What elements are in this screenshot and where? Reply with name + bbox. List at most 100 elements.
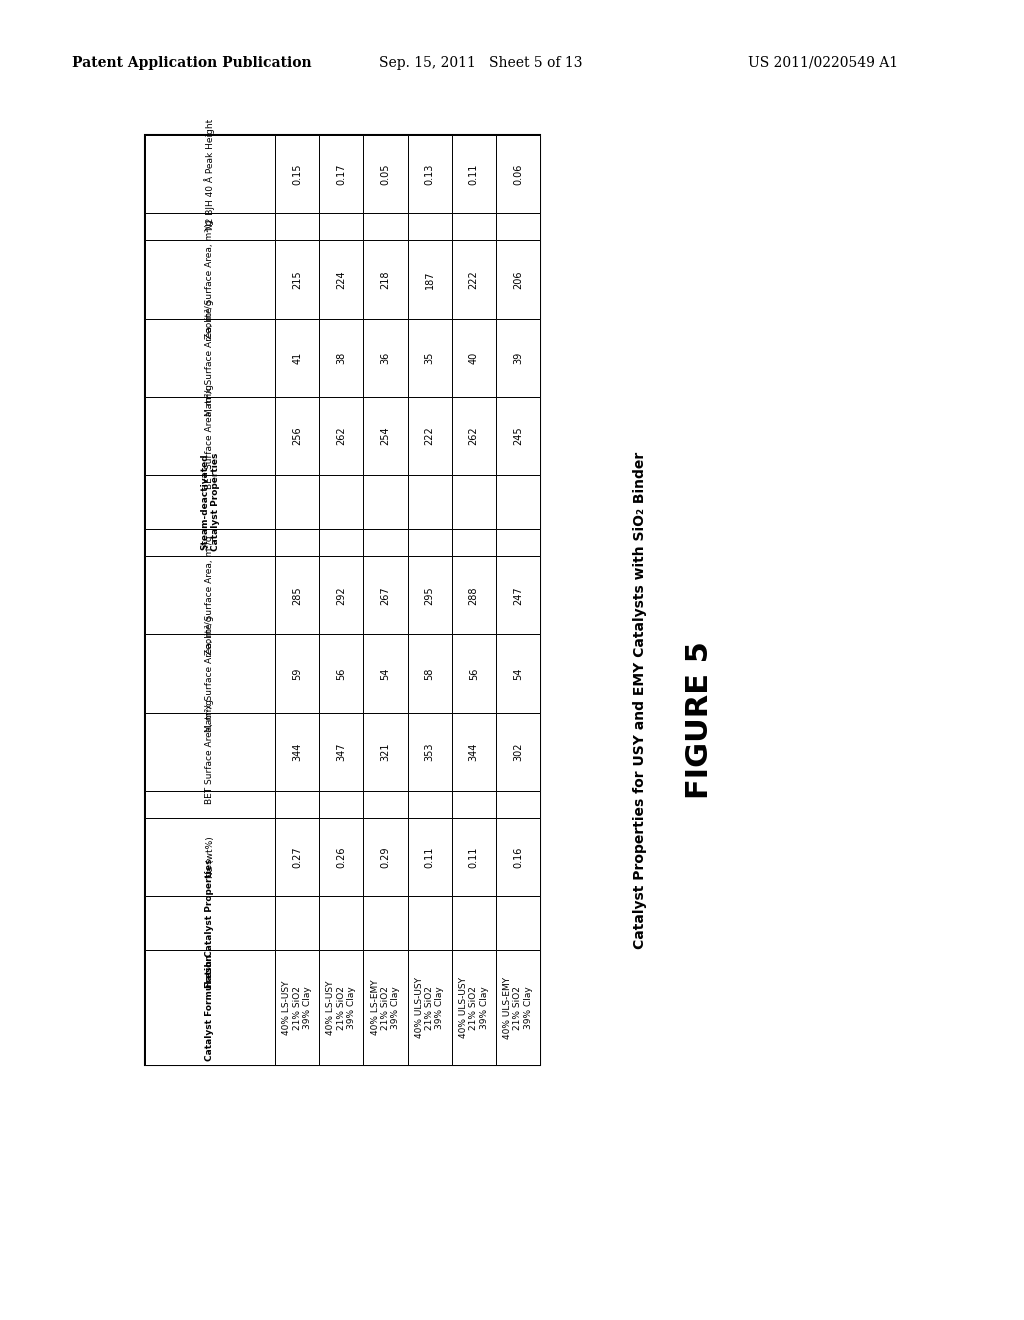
Polygon shape (275, 635, 319, 713)
Text: 0.27: 0.27 (292, 846, 302, 869)
Polygon shape (275, 791, 319, 818)
Polygon shape (145, 556, 275, 635)
Text: 0.11: 0.11 (425, 846, 434, 867)
Text: Catalyst Formulation: Catalyst Formulation (206, 954, 214, 1061)
Polygon shape (364, 556, 408, 635)
Text: 302: 302 (513, 743, 523, 762)
Polygon shape (496, 475, 540, 529)
Text: Catalyst Properties for USY and EMY Catalysts with SiO₂ Binder: Catalyst Properties for USY and EMY Cata… (633, 451, 647, 949)
Text: 222: 222 (469, 271, 479, 289)
Text: 35: 35 (425, 351, 434, 364)
Polygon shape (275, 529, 319, 556)
Polygon shape (364, 318, 408, 397)
Text: 347: 347 (336, 743, 346, 762)
Polygon shape (496, 240, 540, 318)
Polygon shape (275, 818, 319, 896)
Text: 40: 40 (469, 351, 479, 364)
Polygon shape (145, 950, 275, 1065)
Polygon shape (452, 529, 496, 556)
Polygon shape (319, 135, 364, 214)
Text: 224: 224 (336, 271, 346, 289)
Text: 0.29: 0.29 (381, 846, 390, 867)
Polygon shape (275, 475, 319, 529)
Text: BET Surface Area, m²/g: BET Surface Area, m²/g (206, 384, 214, 488)
Polygon shape (364, 896, 408, 950)
Polygon shape (145, 397, 275, 475)
Polygon shape (319, 529, 364, 556)
Text: 247: 247 (513, 586, 523, 605)
Polygon shape (364, 240, 408, 318)
Polygon shape (496, 896, 540, 950)
Polygon shape (408, 318, 452, 397)
Polygon shape (364, 135, 408, 214)
Polygon shape (319, 896, 364, 950)
Polygon shape (408, 635, 452, 713)
Polygon shape (452, 950, 496, 1065)
Text: 222: 222 (425, 426, 434, 445)
Polygon shape (319, 214, 364, 240)
Text: Zeolite Surface Area, m²/g: Zeolite Surface Area, m²/g (206, 219, 214, 339)
Polygon shape (452, 635, 496, 713)
Polygon shape (319, 318, 364, 397)
Polygon shape (452, 896, 496, 950)
Text: 344: 344 (292, 743, 302, 762)
Polygon shape (408, 529, 452, 556)
Polygon shape (452, 214, 496, 240)
Polygon shape (275, 214, 319, 240)
Polygon shape (408, 818, 452, 896)
Text: 0.26: 0.26 (336, 846, 346, 867)
Text: 40% LS-EMY
21% SiO2
39% Clay: 40% LS-EMY 21% SiO2 39% Clay (371, 979, 400, 1035)
Text: Matrix Surface Area, m²/g: Matrix Surface Area, m²/g (206, 615, 214, 731)
Text: 256: 256 (292, 426, 302, 445)
Text: 40% LS-USY
21% SiO2
39% Clay: 40% LS-USY 21% SiO2 39% Clay (327, 981, 356, 1035)
Text: 245: 245 (513, 426, 523, 445)
Polygon shape (275, 135, 319, 214)
Text: 353: 353 (425, 743, 434, 762)
Text: Matrix Surface Area, m²/g: Matrix Surface Area, m²/g (206, 300, 214, 416)
Polygon shape (496, 556, 540, 635)
Text: Patent Application Publication: Patent Application Publication (72, 55, 311, 70)
Text: 0.06: 0.06 (513, 164, 523, 185)
Text: BET Surface Area, m²/g: BET Surface Area, m²/g (206, 700, 214, 804)
Polygon shape (364, 475, 408, 529)
Text: 58: 58 (425, 668, 434, 680)
Text: 262: 262 (336, 426, 346, 445)
Polygon shape (275, 896, 319, 950)
Polygon shape (145, 214, 275, 240)
Polygon shape (319, 240, 364, 318)
Polygon shape (145, 713, 275, 791)
Text: 254: 254 (381, 426, 390, 445)
Polygon shape (364, 635, 408, 713)
Polygon shape (364, 791, 408, 818)
Text: 56: 56 (336, 668, 346, 680)
Polygon shape (275, 318, 319, 397)
Text: 292: 292 (336, 586, 346, 605)
Polygon shape (452, 791, 496, 818)
Polygon shape (496, 635, 540, 713)
Polygon shape (319, 635, 364, 713)
Text: 215: 215 (292, 271, 302, 289)
Text: Sep. 15, 2011   Sheet 5 of 13: Sep. 15, 2011 Sheet 5 of 13 (379, 55, 583, 70)
Polygon shape (452, 135, 496, 214)
Text: 54: 54 (513, 668, 523, 680)
Polygon shape (452, 818, 496, 896)
Text: 0.15: 0.15 (292, 164, 302, 185)
Polygon shape (452, 397, 496, 475)
Text: 56: 56 (469, 668, 479, 680)
Text: 187: 187 (425, 271, 434, 289)
Polygon shape (408, 713, 452, 791)
Polygon shape (452, 556, 496, 635)
Text: N2 BJH 40 Å Peak Height: N2 BJH 40 Å Peak Height (205, 119, 215, 230)
Text: 218: 218 (381, 271, 390, 289)
Polygon shape (408, 135, 452, 214)
Text: 206: 206 (513, 271, 523, 289)
Text: Steam-deactivated
Catalyst Properties: Steam-deactivated Catalyst Properties (201, 453, 220, 552)
Text: 262: 262 (469, 426, 479, 445)
Polygon shape (408, 397, 452, 475)
Text: 40% ULS-USY
21% SiO2
39% Clay: 40% ULS-USY 21% SiO2 39% Clay (459, 977, 488, 1038)
Polygon shape (496, 713, 540, 791)
Text: FIGURE 5: FIGURE 5 (685, 642, 715, 799)
Text: Fresh Catalyst Properties: Fresh Catalyst Properties (206, 858, 214, 989)
Polygon shape (145, 475, 275, 529)
Text: 40% ULS-USY
21% SiO2
39% Clay: 40% ULS-USY 21% SiO2 39% Clay (415, 977, 444, 1038)
